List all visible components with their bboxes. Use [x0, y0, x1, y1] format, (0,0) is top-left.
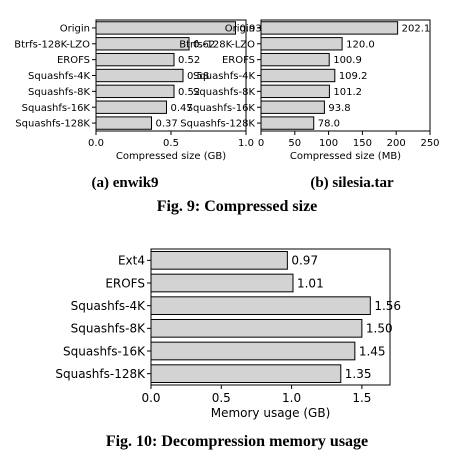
axes-frame-memory: [150, 248, 391, 386]
bar-memory-3: [150, 318, 363, 338]
bar-memory-0: [150, 250, 288, 270]
category-label-memory-2: Squashfs-4K: [71, 299, 146, 313]
value-label-memory-1: 1.01: [297, 276, 324, 290]
xtick-label-memory-1: 0.5: [212, 391, 231, 405]
value-label-silesia-1: 120.0: [346, 39, 375, 50]
axes-frame-silesia: [260, 19, 431, 132]
category-label-memory-1: EROFS: [105, 276, 145, 290]
xtick-label-memory-3: 1.5: [352, 391, 371, 405]
bar-silesia-6: [260, 116, 315, 130]
subcaption-b: (b) silesia.tar: [310, 175, 394, 191]
xtick-label-silesia-4: 200: [387, 138, 406, 149]
category-label-enwik9-2: EROFS: [57, 55, 90, 66]
value-label-memory-0: 0.97: [291, 254, 318, 268]
xtick-label-memory-0: 0.0: [141, 391, 160, 405]
bar-enwik9-3: [95, 68, 184, 83]
value-label-memory-2: 1.56: [374, 299, 401, 313]
value-label-silesia-3: 109.2: [339, 71, 368, 82]
bar-memory-1: [150, 273, 294, 293]
value-label-enwik9-3: 0.58: [187, 71, 209, 82]
category-label-enwik9-1: Btrfs-128K-LZO: [14, 39, 90, 50]
fig10-caption: Fig. 10: Decompression memory usage: [106, 433, 368, 450]
silesia-bar-chart: Origin 202.1 Btrfs-128K-LZO 120.0 EROFS 100.9…: [179, 19, 440, 162]
bar-enwik9-2: [95, 52, 175, 67]
value-label-memory-4: 1.45: [359, 344, 386, 358]
bar-memory-4: [150, 341, 356, 361]
category-label-memory-0: Ext4: [118, 254, 145, 268]
bar-silesia-0: [260, 21, 399, 35]
value-label-silesia-4: 101.2: [333, 87, 362, 98]
value-label-enwik9-2: 0.52: [178, 55, 200, 66]
category-label-memory-5: Squashfs-128K: [55, 367, 146, 381]
category-label-memory-4: Squashfs-16K: [63, 344, 146, 358]
value-label-enwik9-4: 0.52: [178, 87, 200, 98]
xtick-label-enwik9-0: 0.0: [88, 138, 104, 149]
xtick-label-enwik9-1: 0.5: [163, 138, 179, 149]
value-label-enwik9-1: 0.62: [193, 39, 215, 50]
xtick-label-silesia-1: 50: [288, 138, 301, 149]
x-axis-label-silesia: Compressed size (MB): [290, 151, 401, 162]
bar-silesia-5: [260, 100, 325, 114]
bar-enwik9-6: [95, 116, 152, 130]
category-label-enwik9-0: Origin: [60, 24, 90, 35]
category-label-silesia-5: Squashfs-16K: [187, 103, 256, 114]
value-label-memory-3: 1.50: [366, 322, 393, 336]
category-label-silesia-3: Squashfs-4K: [193, 71, 255, 82]
category-label-silesia-1: Btrfs-128K-LZO: [179, 39, 255, 50]
category-label-enwik9-3: Squashfs-4K: [28, 71, 90, 82]
bar-enwik9-0: [95, 21, 236, 35]
value-label-enwik9-5: 0.47: [171, 103, 193, 114]
category-label-enwik9-6: Squashfs-128K: [15, 119, 90, 130]
value-label-enwik9-6: 0.37: [156, 119, 178, 130]
xtick-label-silesia-2: 100: [319, 138, 338, 149]
xtick-label-enwik9-2: 1.0: [238, 138, 254, 149]
xtick-label-silesia-5: 250: [420, 138, 439, 149]
value-label-enwik9-0: 0.93: [240, 24, 262, 35]
category-label-memory-3: Squashfs-8K: [71, 322, 146, 336]
bar-silesia-4: [260, 84, 330, 99]
xtick-label-silesia-3: 150: [353, 138, 372, 149]
fig9-caption: Fig. 9: Compressed size: [157, 198, 318, 215]
category-label-silesia-2: EROFS: [222, 55, 255, 66]
category-label-silesia-6: Squashfs-128K: [180, 119, 255, 130]
bar-silesia-2: [260, 52, 330, 67]
bar-memory-5: [150, 364, 342, 384]
x-axis-label-memory: Memory usage (GB): [211, 406, 331, 420]
value-label-silesia-6: 78.0: [318, 119, 340, 130]
category-label-silesia-4: Squashfs-8K: [193, 87, 255, 98]
bar-silesia-3: [260, 68, 336, 83]
x-axis-label-enwik9: Compressed size (GB): [116, 151, 226, 162]
xtick-label-silesia-0: 0: [258, 138, 264, 149]
bar-enwik9-5: [95, 100, 167, 114]
value-label-silesia-2: 100.9: [333, 55, 362, 66]
bar-enwik9-4: [95, 84, 175, 99]
category-label-enwik9-5: Squashfs-16K: [22, 103, 91, 114]
bar-enwik9-1: [95, 37, 190, 51]
memory-usage-bar-chart: Ext4 0.97 EROFS 1.01 Squashfs-4K 1.56 Squashfs…: [55, 248, 401, 420]
subcaption-a: (a) enwik9: [91, 175, 158, 191]
value-label-silesia-5: 93.8: [328, 103, 350, 114]
category-label-enwik9-4: Squashfs-8K: [28, 87, 90, 98]
category-label-silesia-0: Origin: [225, 24, 255, 35]
value-label-silesia-0: 202.1: [402, 24, 431, 35]
bar-silesia-1: [260, 37, 343, 51]
xtick-label-memory-2: 1.0: [282, 391, 301, 405]
value-label-memory-5: 1.35: [345, 367, 372, 381]
bar-memory-2: [150, 296, 371, 316]
